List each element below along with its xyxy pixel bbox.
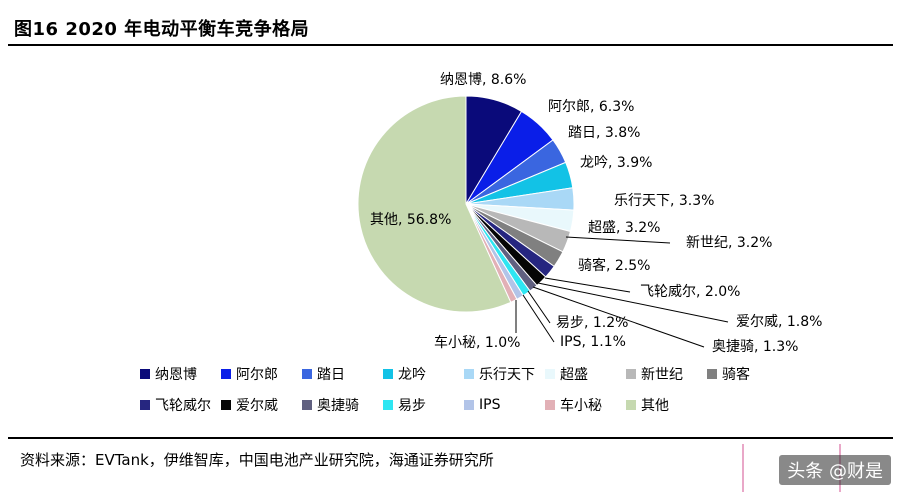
legend-item: IPS <box>464 397 545 413</box>
legend-swatch <box>464 369 474 379</box>
pie-slice-15 <box>357 95 512 313</box>
slice-label-6: 超盛, 3.2% <box>588 220 660 236</box>
legend-swatch <box>707 369 717 379</box>
leader-line-12 <box>527 290 551 324</box>
slice-label-13: IPS, 1.1% <box>560 334 626 350</box>
legend-label: 骑客 <box>722 367 750 383</box>
slice-label-11: 奥捷骑, 1.3% <box>712 338 798 355</box>
legend-item: 爱尔威 <box>221 395 302 415</box>
slice-label-7: 新世纪, 3.2% <box>686 235 772 251</box>
legend: 纳恩博 阿尔郎 踏日 龙吟 乐行天下 超盛 新世纪 骑客 飞轮威尔 爱尔威 奥捷骑 易步 IPS 车小秘… <box>140 362 840 424</box>
leader-line-11 <box>532 286 705 348</box>
legend-label: 奥捷骑 <box>317 398 359 414</box>
legend-swatch <box>302 400 312 410</box>
legend-item: 阿尔郎 <box>221 364 302 384</box>
legend-label: 踏日 <box>317 367 345 383</box>
legend-label: 飞轮威尔 <box>155 398 211 414</box>
legend-swatch <box>383 369 393 379</box>
legend-swatch <box>140 369 150 379</box>
leader-line-10 <box>537 282 729 323</box>
legend-row: 纳恩博 阿尔郎 踏日 龙吟 乐行天下 超盛 新世纪 骑客 <box>140 362 840 386</box>
legend-item: 车小秘 <box>545 395 626 415</box>
legend-swatch <box>221 369 231 379</box>
legend-swatch <box>626 400 636 410</box>
legend-item: 骑客 <box>707 364 788 384</box>
slice-label-1: 纳恩博, 8.6% <box>440 71 526 88</box>
slice-label-15: 其他, 56.8% <box>370 212 451 228</box>
legend-item: 奥捷骑 <box>302 395 383 415</box>
slice-label-10: 爱尔威, 1.8% <box>736 314 822 330</box>
legend-item: 新世纪 <box>626 364 707 384</box>
title-bar: 图16 2020 年电动平衡车竞争格局 <box>8 8 893 46</box>
legend-label: 其他 <box>641 398 669 414</box>
legend-label: 超盛 <box>560 367 588 383</box>
watermark: 头条 @财是 <box>779 455 891 485</box>
slice-label-3: 踏日, 3.8% <box>568 125 640 141</box>
slice-label-5: 乐行天下, 3.3% <box>614 193 714 209</box>
legend-item: 龙吟 <box>383 364 464 384</box>
legend-swatch <box>626 369 636 379</box>
slice-label-9: 飞轮威尔, 2.0% <box>640 284 740 300</box>
leader-line-9 <box>544 277 631 293</box>
legend-item: 踏日 <box>302 364 383 384</box>
legend-label: 乐行天下 <box>479 367 535 383</box>
legend-row: 飞轮威尔 爱尔威 奥捷骑 易步 IPS 车小秘 其他 <box>140 393 840 417</box>
legend-swatch <box>221 400 231 410</box>
legend-label: 爱尔威 <box>236 398 278 414</box>
legend-label: 龙吟 <box>398 367 426 383</box>
legend-swatch <box>383 400 393 410</box>
slice-label-2: 阿尔郎, 6.3% <box>548 99 634 115</box>
legend-label: 阿尔郎 <box>236 367 278 383</box>
source-note: 资料来源：EVTank，伊维智库，中国电池产业研究院，海通证券研究所 <box>20 451 494 469</box>
leader-line-7 <box>565 236 671 244</box>
slice-label-12: 易步, 1.2% <box>556 315 628 331</box>
slice-label-8: 骑客, 2.5% <box>578 257 650 274</box>
legend-label: IPS <box>479 397 501 413</box>
legend-label: 易步 <box>398 398 426 414</box>
legend-item: 飞轮威尔 <box>140 395 221 415</box>
legend-label: 车小秘 <box>560 398 602 414</box>
legend-label: 纳恩博 <box>155 367 197 383</box>
slice-label-14: 车小秘, 1.0% <box>434 334 520 351</box>
leader-line-13 <box>522 294 555 343</box>
legend-swatch <box>545 369 555 379</box>
legend-item: 易步 <box>383 395 464 415</box>
legend-swatch <box>545 400 555 410</box>
slice-label-4: 龙吟, 3.9% <box>580 155 652 171</box>
legend-label: 新世纪 <box>641 367 683 383</box>
footer-divider <box>8 437 893 439</box>
chart-title: 图16 2020 年电动平衡车竞争格局 <box>14 19 310 40</box>
legend-item: 其他 <box>626 395 707 415</box>
legend-swatch <box>464 400 474 410</box>
legend-item: 纳恩博 <box>140 364 221 384</box>
legend-swatch <box>302 369 312 379</box>
legend-item: 超盛 <box>545 364 626 384</box>
legend-swatch <box>140 400 150 410</box>
legend-item: 乐行天下 <box>464 364 545 384</box>
